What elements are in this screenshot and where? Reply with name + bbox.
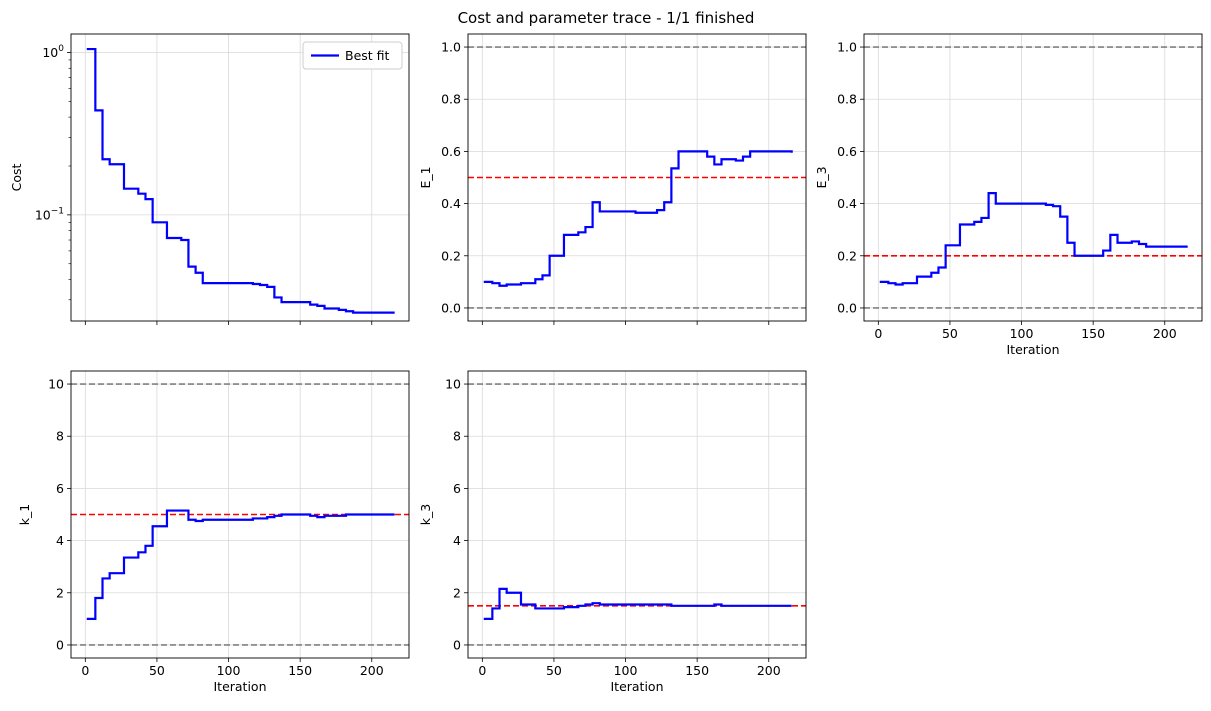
y-tick-label: 0.2 [441,248,461,263]
y-tick-label: 4 [56,533,64,548]
x-tick-label: 100 [1010,326,1034,341]
x-tick-label: 50 [942,326,958,341]
y-tick-label: 100 [42,44,64,60]
y-tick-label: 0 [453,637,461,652]
x-tick-label: 0 [874,326,882,341]
y-tick-label: 0.4 [837,196,857,211]
axes-frame [70,370,410,659]
y-tick-label: 10 [445,377,461,392]
x-tick-label: 150 [1081,326,1105,341]
panel-k_1: 0 50 100 150 200 0 2 4 6 8 10 k_1 Iteration [17,370,410,694]
y-tick-label: 0.8 [441,92,461,107]
panel-k_3: 0 50 100 150 200 0 2 4 6 8 10 k_3 Iteration [418,370,807,694]
y-tick-label: 10 [48,377,64,392]
y-axis-label: E_3 [814,166,829,188]
y-tick-label: 6 [453,481,461,496]
figure-title: Cost and parameter trace - 1/1 finished [458,9,755,27]
y-tick-label: 0 [56,637,64,652]
y-tick-label: 4 [453,533,461,548]
x-tick-label: 200 [1153,326,1177,341]
axes-frame [70,33,410,322]
axes-frame [467,33,807,322]
y-tick-label: 0.6 [837,144,857,159]
series-line-best-fit [483,150,793,287]
x-tick-label: 200 [360,663,384,678]
x-axis-label: Iteration [1006,342,1059,357]
series-line-best-fit [879,192,1188,286]
x-axis-label: Iteration [213,679,266,694]
x-tick-label: 0 [81,663,89,678]
y-tick-label: 2 [56,585,64,600]
series-line-best-fit [483,587,792,620]
y-tick-label: 0.0 [837,300,857,315]
axes-frame [863,33,1203,322]
y-tick-label: 1.0 [441,40,461,55]
y-tick-label: 8 [56,429,64,444]
y-axis-label: Cost [9,164,24,192]
y-tick-label: 0.0 [441,300,461,315]
x-tick-label: 0 [478,663,486,678]
y-tick-label: 10−1 [35,206,64,222]
y-tick-label: 8 [453,429,461,444]
legend: Best fit [302,41,403,70]
panel-E_3: 0 50 100 150 200 0.0 0.2 0.4 0.6 0.8 1.0 E_3 Iterati… [814,33,1203,357]
x-tick-label: 50 [149,663,165,678]
x-tick-label: 100 [614,663,638,678]
series-line-best-fit [86,509,395,620]
x-tick-label: 150 [685,663,709,678]
y-tick-label: 0.8 [837,92,857,107]
x-axis-label: Iteration [610,679,663,694]
y-tick-label: 0.6 [441,144,461,159]
series-line-best-fit [86,47,395,314]
axes-frame [467,370,807,659]
y-tick-label: 0.2 [837,248,857,263]
y-tick-label: 1.0 [837,40,857,55]
legend-label: Best fit [345,48,390,63]
panel-cost: 100 10−1 Cost Best fit [9,33,410,325]
x-tick-label: 100 [217,663,241,678]
panel-E_1: 0.0 0.2 0.4 0.6 0.8 1.0 E_1 [418,33,807,325]
x-tick-label: 50 [546,663,562,678]
y-tick-label: 2 [453,585,461,600]
y-tick-label: 0.4 [441,196,461,211]
y-axis-label: k_1 [17,504,32,525]
x-tick-label: 150 [288,663,312,678]
y-axis-label: k_3 [418,504,433,525]
legend-box [302,41,403,70]
y-tick-label: 6 [56,481,64,496]
x-tick-label: 200 [757,663,781,678]
y-axis-label: E_1 [418,166,433,188]
